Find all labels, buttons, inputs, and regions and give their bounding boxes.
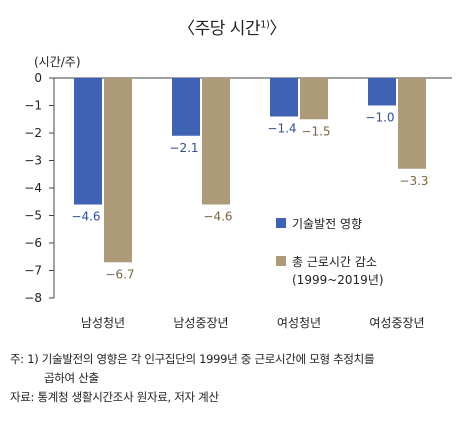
legend-label-series-1-period: (1999~2019년): [292, 273, 384, 287]
note-line-2: 곱하여 산출: [44, 371, 99, 385]
bar-series-1-3: [398, 78, 426, 169]
y-tick-label: −5: [24, 209, 42, 223]
y-tick-label: −1: [24, 99, 42, 113]
data-label-series-0-2: −1.4: [267, 122, 296, 136]
data-label-series-1-3: −3.3: [399, 174, 428, 188]
category-label-2: 여성청년: [277, 316, 321, 330]
category-label-1: 남성중장년: [173, 316, 228, 330]
source-line: 자료: 통계청 생활시간조사 원자료, 저자 계산: [10, 390, 219, 404]
y-ticks: 0 −1 −2 −3 −4 −5 −6 −7 −8: [24, 71, 54, 305]
legend-swatch-series-1: [276, 256, 286, 266]
y-tick-label: −7: [24, 264, 42, 278]
y-tick-label: −6: [24, 236, 42, 250]
y-tick-label: 0: [34, 71, 42, 85]
title-open-bracket: 〈: [178, 19, 195, 39]
legend-swatch-series-0: [276, 218, 286, 228]
bar-series-0-3: [368, 78, 396, 106]
y-tick-label: −3: [24, 154, 42, 168]
legend-label-series-1: 총 근로시간 감소: [292, 255, 377, 269]
data-label-series-0-1: −2.1: [169, 141, 198, 155]
bar-series-1-2: [300, 78, 328, 120]
bar-chart: (시간/주) 0−1−2−3−4−5−6−7−8 −4.6−6.7−2.1−4.…: [24, 55, 452, 330]
title-footnote-mark: 1): [260, 19, 270, 31]
data-label-series-1-1: −4.6: [203, 210, 232, 224]
category-label-3: 여성중장년: [369, 316, 424, 330]
chart-notes: 주: 1) 기술발전의 영향은 각 인구집단의 1999년 중 근로시간에 모형…: [10, 350, 460, 407]
bar-series-1-1: [202, 78, 230, 205]
data-label-series-1-2: −1.5: [301, 124, 330, 138]
y-axis-label: (시간/주): [34, 55, 81, 69]
note-line-1: 주: 1) 기술발전의 영향은 각 인구집단의 1999년 중 근로시간에 모형…: [10, 352, 375, 366]
title-close-bracket: 〉: [269, 19, 286, 39]
bar-series-0-0: [74, 78, 102, 205]
category-labels: 남성청년 남성중장년 여성청년 여성중장년: [81, 316, 425, 330]
y-tick-label: −4: [24, 181, 42, 195]
data-labels: −4.6 −6.7 −2.1 −4.6 −1.4 −1.5 −1.0 −3.3: [71, 111, 428, 282]
data-label-series-0-0: −4.6: [71, 210, 100, 224]
title-text: 주당 시간: [194, 19, 261, 39]
chart-title: 〈주당 시간1)〉: [0, 14, 464, 39]
data-label-series-0-3: −1.0: [365, 111, 394, 125]
y-tick-label: −2: [24, 126, 42, 140]
bar-series-1-0: [104, 78, 132, 263]
bar-series-0-1: [172, 78, 200, 136]
bars: [74, 78, 426, 263]
bar-series-0-2: [270, 78, 298, 117]
legend: 기술발전 영향 총 근로시간 감소 (1999~2019년): [276, 217, 384, 287]
data-label-series-1-0: −6.7: [105, 267, 134, 281]
legend-label-series-0: 기술발전 영향: [292, 217, 362, 231]
category-label-0: 남성청년: [81, 316, 125, 330]
y-tick-label: −8: [24, 291, 42, 305]
